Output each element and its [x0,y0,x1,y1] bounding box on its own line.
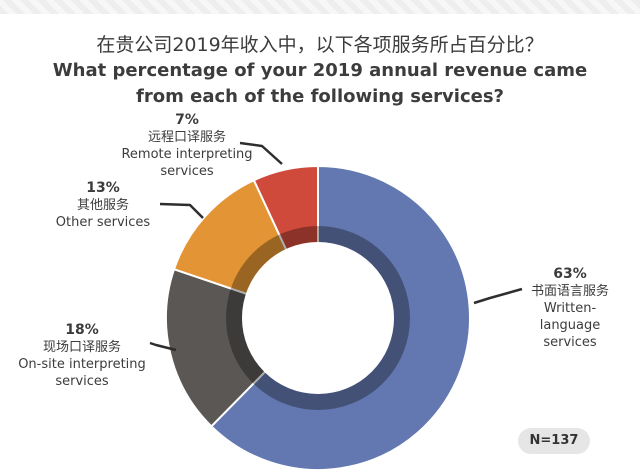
title-english-line2: from each of the following services? [136,86,504,107]
slice-pct-other: 13% [86,180,120,196]
chart-title: 在贵公司2019年收入中，以下各项服务所占百分比？ What percentag… [0,32,640,110]
title-english-line1: What percentage of your 2019 annual reve… [52,60,588,81]
slice-label-remote: 7% 远程口译服务 Remote interpreting services [112,112,262,180]
slice-label-written: 63% 书面语言服务 Written-language services [500,266,640,351]
slice-pct-written: 63% [553,266,587,282]
slice-en-written: Written-language services [539,301,601,350]
slice-label-other: 13% 其他服务 Other services [48,180,158,231]
leader-line-written [473,287,523,305]
leader-line-other [159,202,204,219]
slice-cn-other: 其他服务 [76,198,129,213]
slice-en-remote: Remote interpreting services [121,147,253,179]
slice-cn-written: 书面语言服务 [530,284,609,299]
slice-cn-remote: 远程口译服务 [147,130,226,145]
top-decor-strip [0,0,640,14]
slice-en-onsite: On-site interpreting services [18,357,146,389]
sample-size-badge: N=137 [518,428,590,454]
slice-label-onsite: 18% 现场口译服务 On-site interpreting services [10,322,154,390]
donut-hole [242,242,394,394]
slice-cn-onsite: 现场口译服务 [42,340,121,355]
leader-line-onsite [149,341,177,352]
slice-en-other: Other services [55,215,151,230]
slice-pct-remote: 7% [175,112,199,128]
leader-line-remote [239,141,283,165]
slice-pct-onsite: 18% [65,322,99,338]
donut-inner-band [226,226,410,410]
title-chinese: 在贵公司2019年收入中，以下各项服务所占百分比？ [96,34,544,56]
